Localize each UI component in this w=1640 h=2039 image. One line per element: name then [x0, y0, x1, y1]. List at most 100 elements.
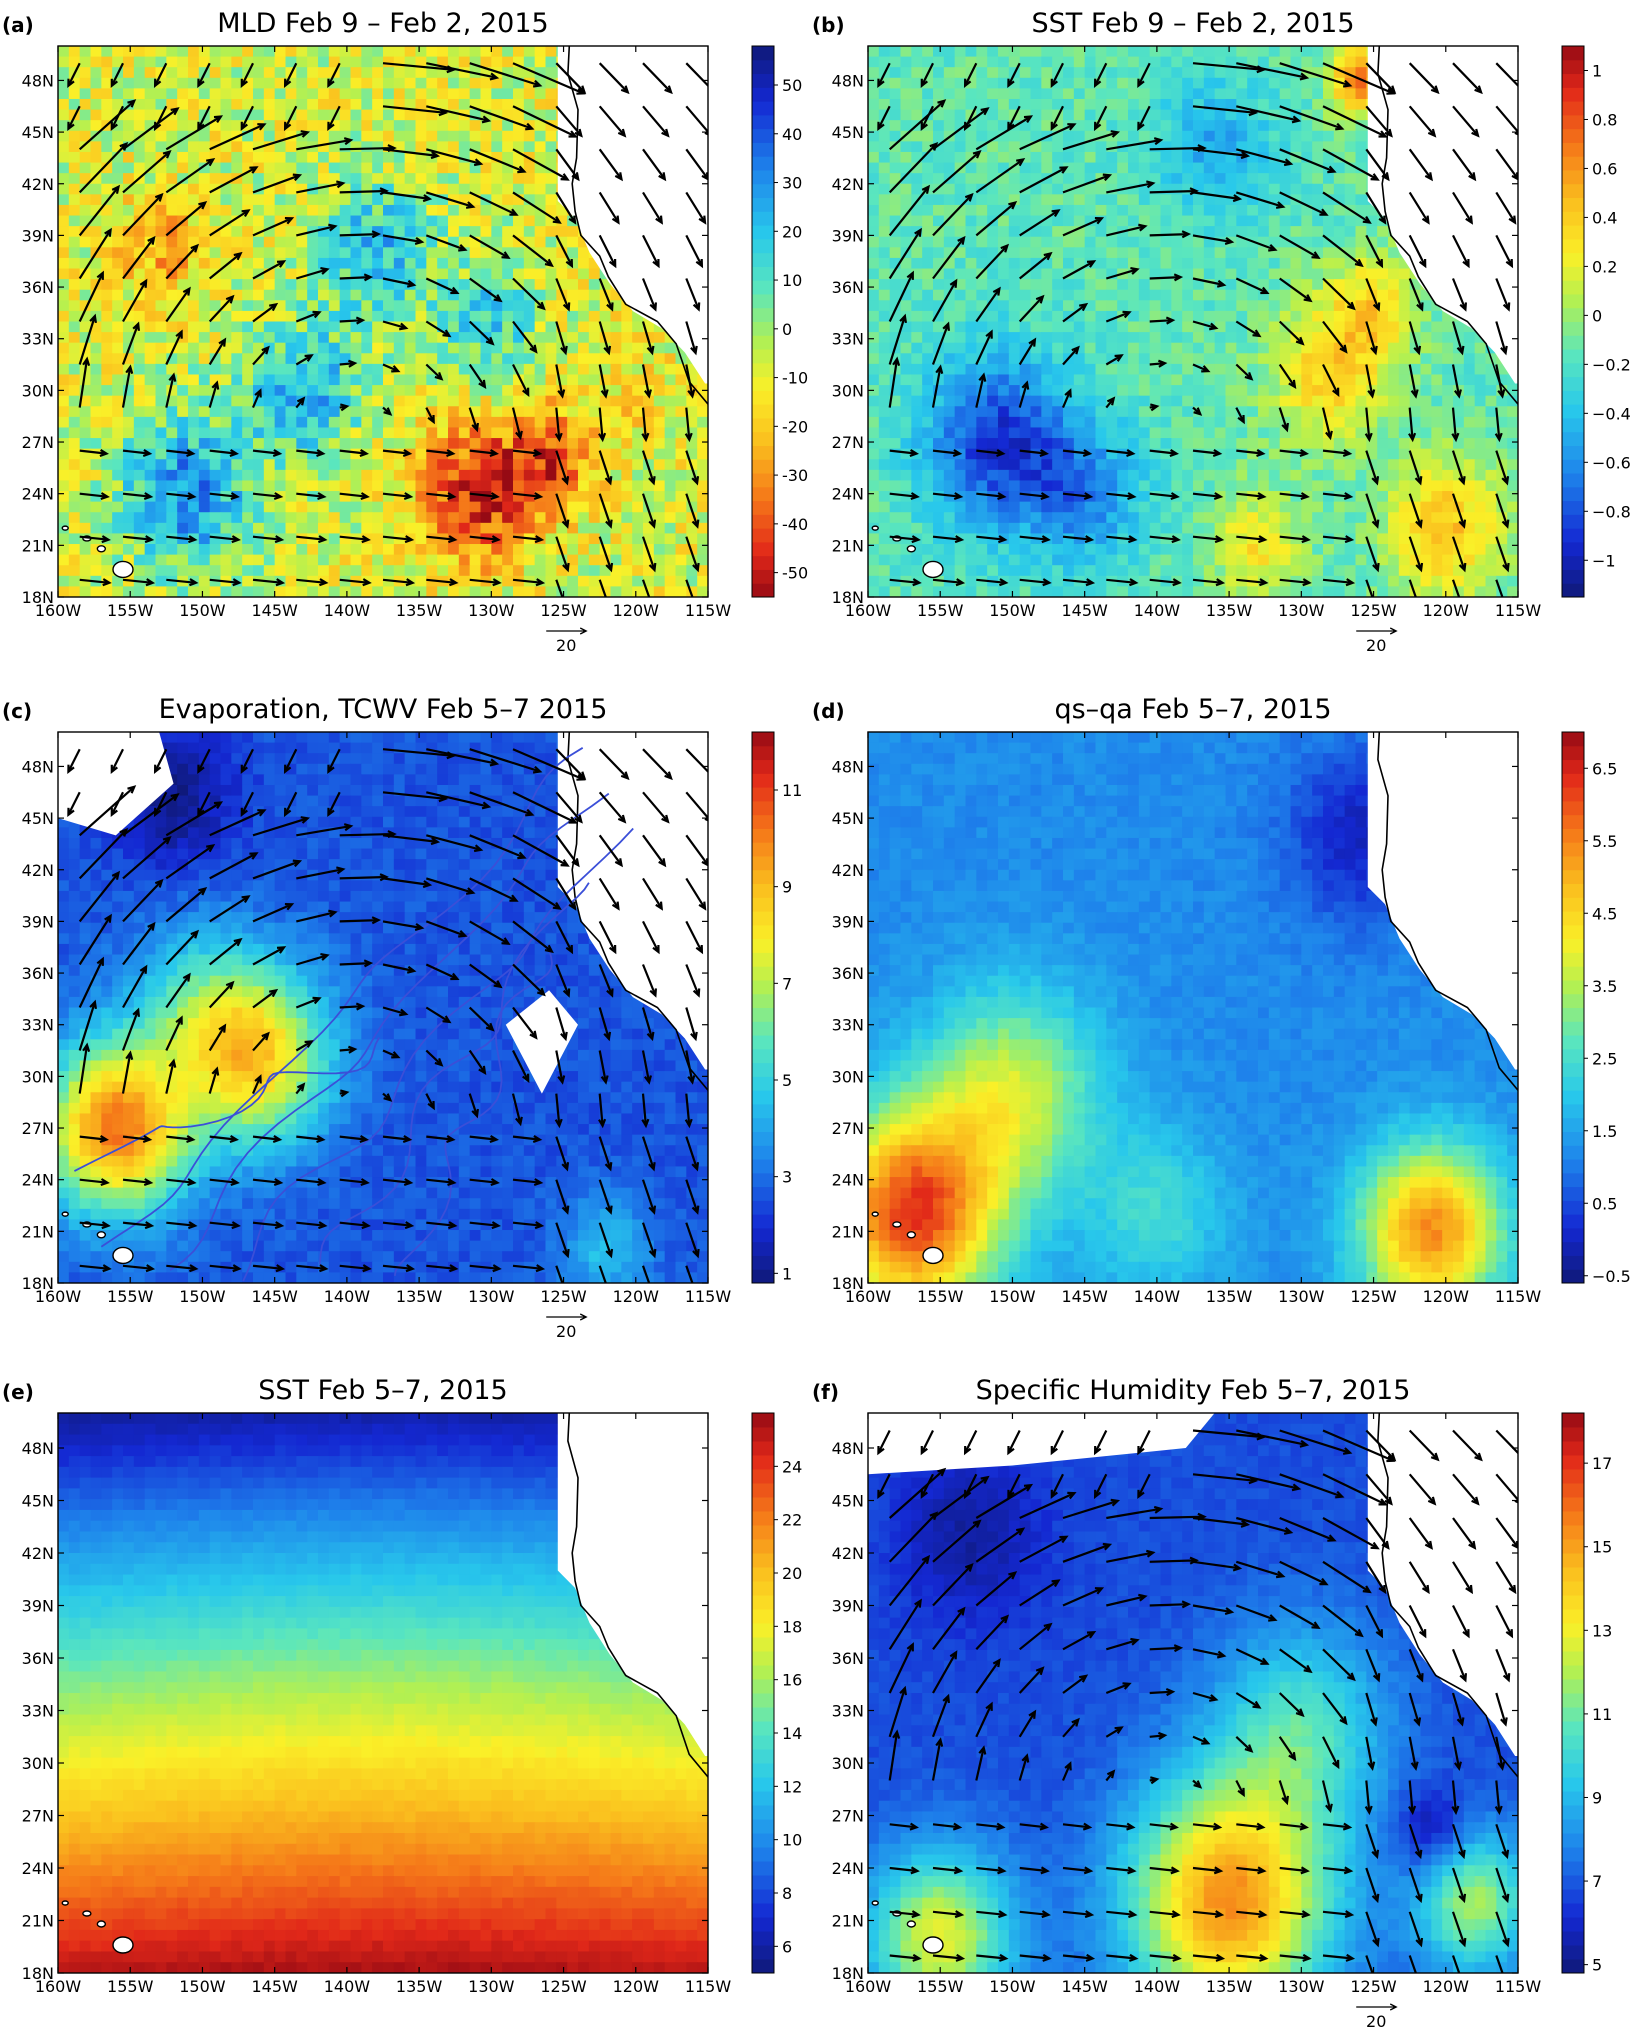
field-cell	[1117, 310, 1129, 323]
field-cell	[513, 268, 525, 280]
field-cell	[523, 226, 536, 238]
field-cell	[1203, 247, 1216, 259]
field-cell	[458, 194, 471, 206]
field-cell	[578, 438, 590, 450]
field-cell	[68, 427, 81, 439]
field-cell	[188, 512, 200, 524]
field-cell	[112, 480, 124, 492]
field-cell	[545, 363, 557, 376]
field-cell	[448, 141, 460, 153]
field-cell	[664, 363, 677, 376]
field-cell	[1290, 109, 1302, 121]
field-cell	[209, 88, 222, 100]
field-cell	[1344, 98, 1357, 111]
field-cell	[1019, 98, 1032, 111]
field-cell	[1225, 46, 1237, 58]
field-cell	[513, 554, 525, 566]
field-cell	[339, 141, 352, 153]
field-cell	[1355, 194, 1367, 206]
field-cell	[1323, 247, 1335, 259]
field-cell	[621, 522, 633, 535]
wind-arrow	[685, 191, 707, 225]
field-cell	[144, 151, 157, 164]
field-cell	[448, 416, 460, 429]
field-cell	[1268, 226, 1281, 238]
field-cell	[1106, 300, 1118, 312]
field-cell	[90, 141, 102, 153]
field-cell	[1138, 279, 1151, 291]
field-cell	[393, 448, 406, 460]
field-cell	[1203, 268, 1216, 280]
field-cell	[1149, 77, 1162, 89]
field-cell	[1149, 247, 1162, 259]
field-cell	[1225, 194, 1237, 206]
field-cell	[404, 353, 417, 365]
field-cell	[567, 522, 579, 535]
field-cell	[1030, 173, 1042, 185]
field-cell	[469, 300, 482, 312]
field-cell	[868, 67, 880, 79]
field-cell	[523, 544, 536, 556]
field-cell	[448, 353, 460, 365]
field-cell	[534, 353, 547, 365]
field-cell	[675, 427, 687, 439]
field-cell	[1279, 300, 1292, 312]
wind-arrow	[153, 105, 168, 132]
field-cell	[534, 77, 547, 89]
field-cell	[339, 491, 352, 503]
field-cell	[285, 257, 297, 270]
wind-arrow	[382, 492, 414, 501]
field-cell	[502, 469, 514, 482]
field-cell	[556, 257, 568, 270]
field-cell	[177, 268, 189, 280]
field-cell	[144, 173, 157, 185]
field-cell	[1366, 268, 1378, 280]
field-cell	[415, 533, 427, 545]
field-cell	[318, 236, 330, 248]
field-cell	[155, 289, 167, 301]
field-cell	[155, 342, 167, 354]
field-cell	[437, 77, 449, 89]
field-cell	[922, 215, 934, 227]
field-cell	[621, 480, 633, 492]
field-cell	[480, 183, 492, 195]
field-cell	[155, 363, 167, 376]
field-cell	[1258, 56, 1270, 68]
field-cell	[220, 385, 232, 397]
field-cell	[1247, 268, 1259, 280]
field-cell	[79, 554, 92, 566]
field-cell	[878, 183, 891, 195]
field-cell	[188, 300, 200, 312]
field-cell	[1160, 268, 1172, 280]
field-cell	[1258, 247, 1270, 259]
field-cell	[686, 565, 698, 577]
field-cell	[437, 215, 449, 227]
field-cell	[1355, 98, 1367, 111]
field-cell	[58, 459, 70, 471]
field-cell	[458, 56, 471, 68]
field-cell	[448, 77, 460, 89]
field-cell	[133, 88, 146, 100]
field-cell	[426, 512, 438, 524]
field-cell	[296, 226, 308, 238]
field-cell	[339, 77, 352, 89]
field-cell	[1214, 109, 1227, 121]
field-cell	[296, 173, 308, 185]
field-cell	[480, 353, 492, 365]
field-cell	[523, 565, 536, 577]
field-cell	[868, 300, 880, 312]
field-cell	[567, 406, 579, 418]
field-cell	[144, 141, 157, 153]
field-cell	[101, 480, 113, 492]
field-cell	[954, 183, 967, 195]
field-cell	[274, 512, 287, 524]
field-cell	[404, 554, 417, 566]
field-cell	[285, 183, 297, 195]
field-cell	[274, 279, 287, 291]
field-cell	[643, 480, 655, 492]
field-cell	[253, 130, 265, 142]
field-cell	[1160, 236, 1172, 248]
field-cell	[79, 141, 92, 153]
field-cell	[933, 183, 945, 195]
field-cell	[534, 459, 547, 471]
